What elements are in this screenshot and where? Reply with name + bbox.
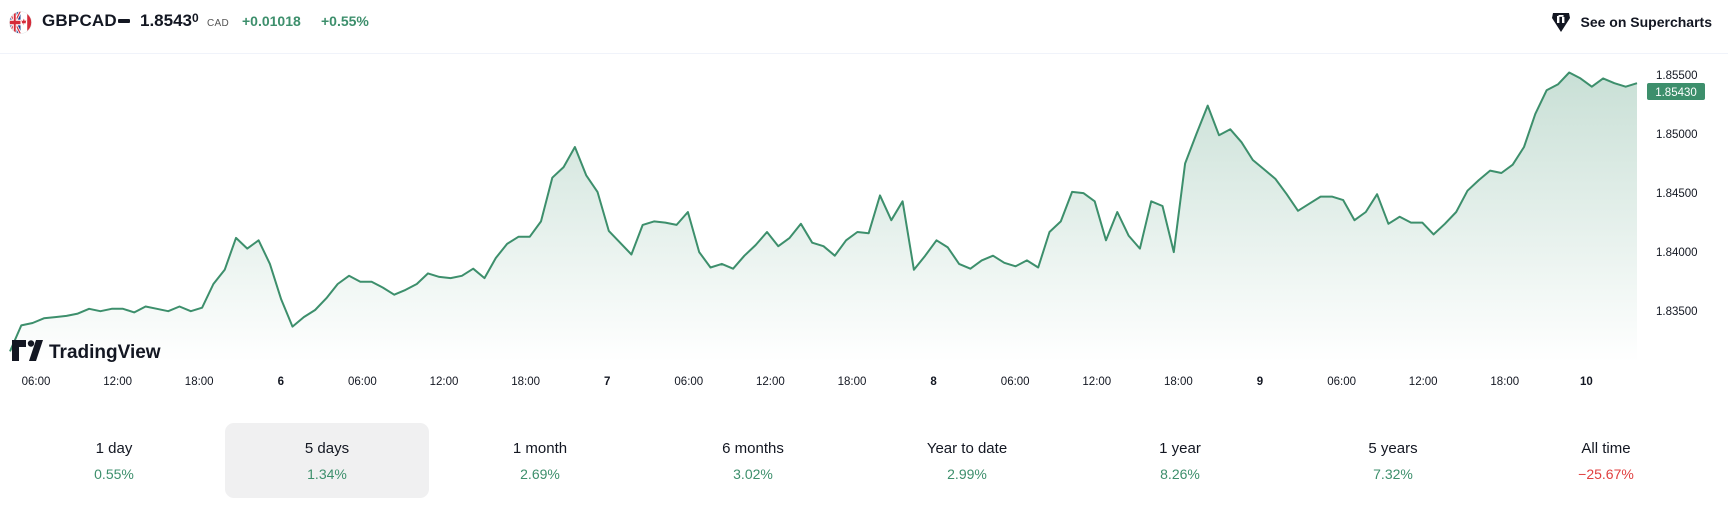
x-axis: 06:00 12:00 18:00 6 06:00 12:00 18:00 7 06:00 12:…: [22, 376, 1593, 388]
x-tick-label: 06:00: [674, 376, 703, 388]
x-tick-label: 06:00: [22, 376, 51, 388]
y-tick-label: 1.85500: [1656, 70, 1698, 82]
gb-ca-flag-icon: [9, 11, 32, 34]
symbol-name[interactable]: GBPCAD: [42, 11, 117, 30]
tab-label: 1 year: [1159, 440, 1201, 457]
tab-label: 1 month: [512, 440, 568, 457]
tab-value: 7.32%: [1373, 466, 1413, 482]
see-on-supercharts-button[interactable]: See on Supercharts: [1549, 9, 1713, 35]
x-tick-label: 18:00: [838, 376, 867, 388]
x-tick-label: 12:00: [103, 376, 132, 388]
tab-label: 6 months: [722, 440, 784, 457]
tradingview-logo-text: TradingView: [49, 342, 161, 363]
tab-value: 8.26%: [1160, 466, 1200, 482]
supercharts-label: See on Supercharts: [1580, 14, 1713, 30]
x-tick-label: 06:00: [1327, 376, 1356, 388]
tab-5-years[interactable]: 5 years 7.32%: [1291, 423, 1495, 498]
y-tick-label: 1.85000: [1656, 129, 1698, 141]
x-tick-label: 12:00: [430, 376, 459, 388]
tab-year-to-date[interactable]: Year to date 2.99%: [865, 423, 1069, 498]
price-change: +0.01018: [242, 13, 301, 29]
tab-value: 1.34%: [307, 466, 347, 482]
tab-value: 2.69%: [520, 466, 560, 482]
currency-code: CAD: [207, 18, 230, 29]
period-tabs: 1 day 0.55% 5 days 1.34% 1 month 2.69% 6…: [0, 420, 1728, 500]
y-tick-label: 1.84000: [1656, 247, 1698, 259]
price-change-percent: +0.55%: [321, 13, 369, 29]
tab-value: 0.55%: [94, 466, 134, 482]
tab-1-year[interactable]: 1 year 8.26%: [1078, 423, 1282, 498]
x-tick-label: 18:00: [1490, 376, 1519, 388]
tab-all-time[interactable]: All time −25.67%: [1504, 423, 1708, 498]
tab-value: 3.02%: [733, 466, 773, 482]
tab-label: 5 days: [304, 440, 350, 457]
tradingview-logo-icon: [12, 340, 26, 361]
x-tick-label: 06:00: [348, 376, 377, 388]
tab-1-month[interactable]: 1 month 2.69%: [438, 423, 642, 498]
price-small-digit: 0: [192, 11, 199, 25]
y-tick-label: 1.84500: [1656, 188, 1698, 200]
x-tick-label: 7: [604, 376, 610, 388]
tab-label: Year to date: [926, 440, 1008, 457]
x-tick-label: 18:00: [185, 376, 214, 388]
last-price-tag-bg: [1647, 83, 1705, 100]
price-chart[interactable]: 1.83500 1.84000 1.84500 1.85000 1.85500 06:0…: [0, 56, 1728, 406]
tab-6-months[interactable]: 6 months 3.02%: [651, 423, 855, 498]
x-tick-label: 18:00: [1164, 376, 1193, 388]
x-tick-label: 9: [1257, 376, 1263, 388]
tab-label: 5 years: [1368, 440, 1418, 457]
tradingview-logo[interactable]: TradingView: [12, 340, 161, 363]
tab-label: 1 day: [95, 440, 133, 457]
x-tick-label: 06:00: [1001, 376, 1030, 388]
tab-value: 2.99%: [947, 466, 987, 482]
x-tick-label: 10: [1580, 376, 1593, 388]
y-axis: 1.83500 1.84000 1.84500 1.85000 1.85500: [1656, 70, 1698, 318]
last-price: 1.85430: [140, 11, 199, 31]
price-line: [9, 71, 1638, 352]
price-main: 1.8543: [140, 11, 192, 30]
last-price-tag: 1.85430: [1647, 83, 1705, 100]
tab-5-days[interactable]: 5 days 1.34%: [225, 423, 429, 498]
x-tick-label: 12:00: [1082, 376, 1111, 388]
x-tick-label: 12:00: [756, 376, 785, 388]
tab-label: All time: [1581, 440, 1631, 457]
tab-value: −25.67%: [1578, 466, 1634, 482]
symbol-header: GBPCAD 1.85430 CAD +0.01018 +0.55% See o…: [0, 0, 1728, 54]
x-tick-label: 8: [930, 376, 937, 388]
x-tick-label: 6: [278, 376, 284, 388]
price-area-fill: [10, 72, 1637, 362]
y-tick-label: 1.83500: [1656, 306, 1698, 318]
separator-dash: [118, 19, 130, 23]
x-tick-label: 12:00: [1409, 376, 1438, 388]
last-price-tag-text: 1.85430: [1655, 87, 1697, 99]
supercharts-icon: [1551, 13, 1570, 32]
tab-1-day[interactable]: 1 day 0.55%: [12, 423, 216, 498]
x-tick-label: 18:00: [511, 376, 540, 388]
